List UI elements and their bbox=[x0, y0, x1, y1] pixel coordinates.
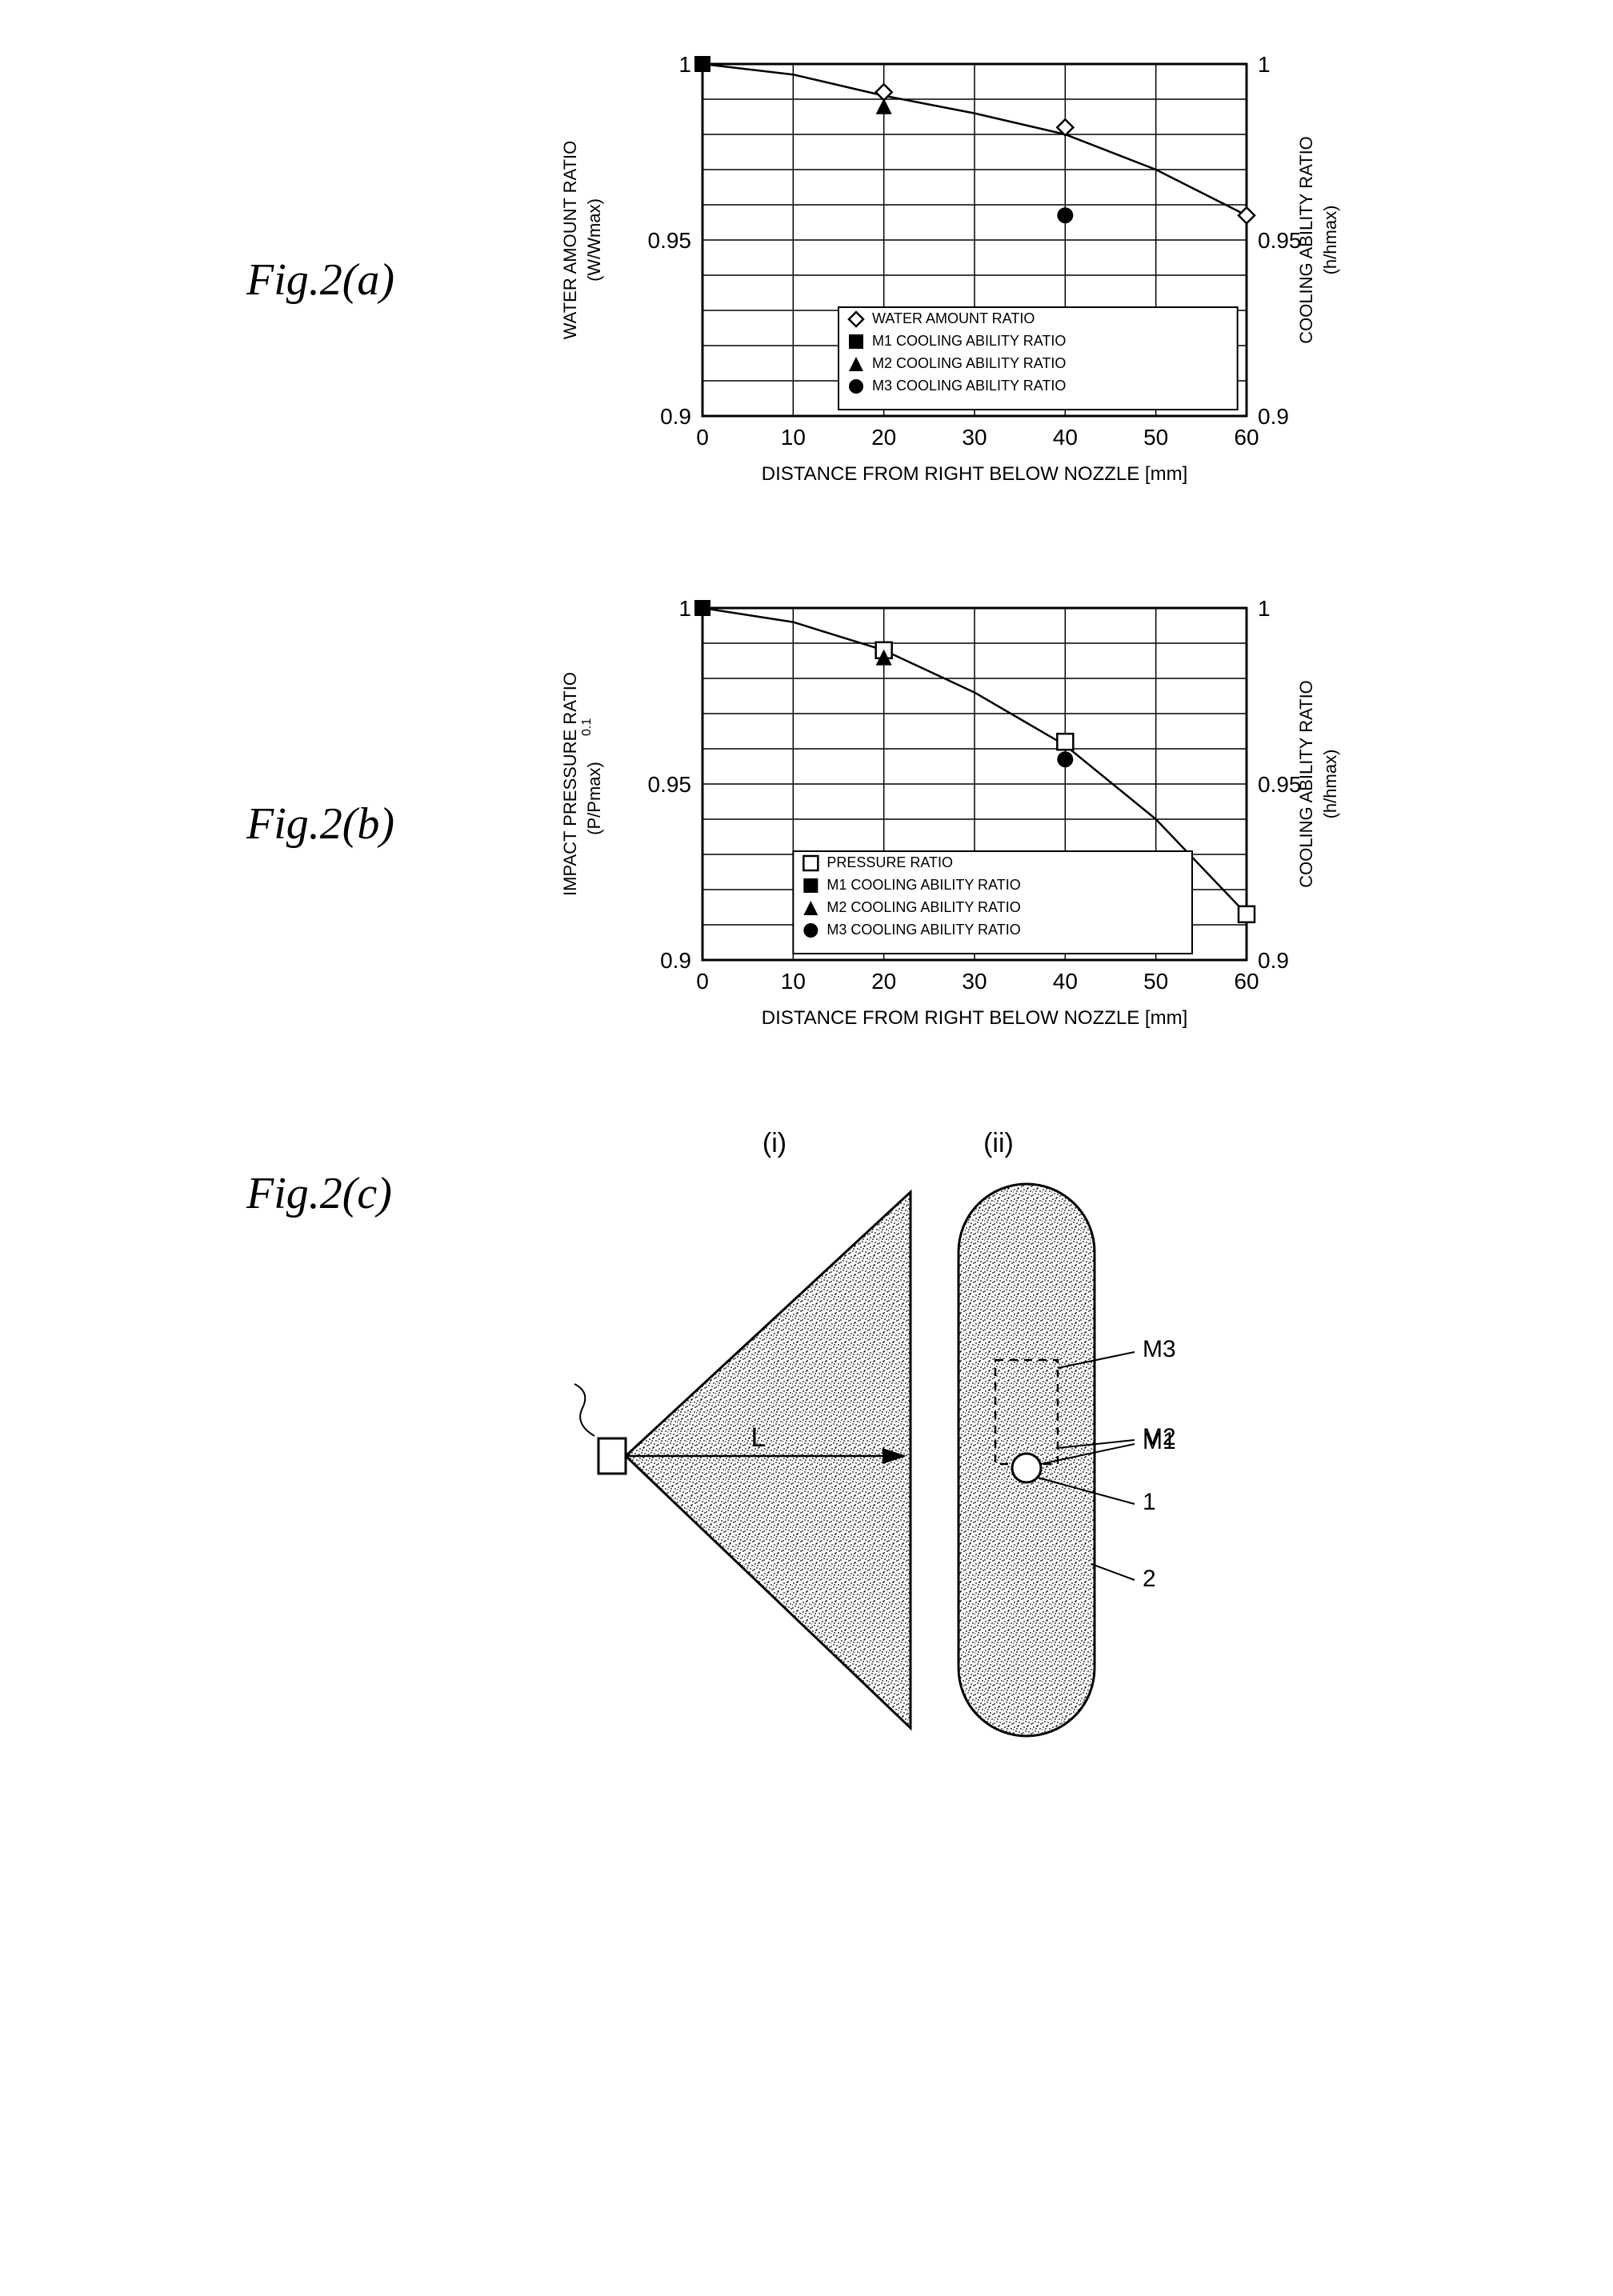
svg-text:0.95: 0.95 bbox=[1258, 228, 1302, 253]
figure-2a-row: Fig.2(a) 01020304050600.90.9510.90.951DI… bbox=[246, 32, 1367, 528]
svg-text:0.9: 0.9 bbox=[660, 948, 691, 973]
svg-text:(h/hmax): (h/hmax) bbox=[1320, 750, 1340, 819]
svg-text:40: 40 bbox=[1053, 425, 1078, 450]
svg-text:0.9: 0.9 bbox=[1258, 404, 1289, 429]
chart-b: 01020304050600.90.9510.90.951DISTANCE FR… bbox=[542, 576, 1343, 1072]
svg-text:0.1: 0.1 bbox=[580, 718, 594, 736]
svg-text:0: 0 bbox=[696, 425, 709, 450]
svg-text:30: 30 bbox=[962, 425, 987, 450]
svg-text:(h/hmax): (h/hmax) bbox=[1320, 206, 1340, 275]
svg-text:1: 1 bbox=[678, 596, 691, 621]
svg-text:(ii): (ii) bbox=[983, 1128, 1014, 1158]
figure-2b-row: Fig.2(b) 01020304050600.90.9510.90.951DI… bbox=[246, 576, 1367, 1072]
svg-text:WATER AMOUNT RATIO: WATER AMOUNT RATIO bbox=[560, 141, 580, 340]
diagram-c: (i)(ii)LM3M2M112 bbox=[542, 1120, 1263, 1776]
svg-text:L: L bbox=[751, 1422, 766, 1453]
svg-text:M3 COOLING ABILITY RATIO: M3 COOLING ABILITY RATIO bbox=[827, 922, 1020, 938]
svg-text:M3 COOLING ABILITY RATIO: M3 COOLING ABILITY RATIO bbox=[872, 378, 1066, 394]
fig-2a-label: Fig.2(a) bbox=[246, 254, 510, 306]
svg-text:60: 60 bbox=[1234, 969, 1259, 994]
svg-text:0.95: 0.95 bbox=[648, 772, 692, 797]
svg-text:(W/Wmax): (W/Wmax) bbox=[584, 198, 604, 282]
svg-text:M1 COOLING ABILITY RATIO: M1 COOLING ABILITY RATIO bbox=[872, 333, 1066, 349]
svg-text:M2 COOLING ABILITY RATIO: M2 COOLING ABILITY RATIO bbox=[872, 355, 1066, 371]
svg-text:30: 30 bbox=[962, 969, 987, 994]
svg-text:0.9: 0.9 bbox=[1258, 948, 1289, 973]
svg-text:IMPACT PRESSURE RATIO: IMPACT PRESSURE RATIO bbox=[560, 672, 580, 896]
svg-text:DISTANCE FROM RIGHT BELOW NOZZ: DISTANCE FROM RIGHT BELOW NOZZLE [mm] bbox=[762, 1007, 1187, 1029]
svg-text:0.95: 0.95 bbox=[648, 228, 692, 253]
svg-text:1: 1 bbox=[1143, 1489, 1156, 1515]
svg-text:0.95: 0.95 bbox=[1258, 772, 1302, 797]
svg-text:(P/Pmax): (P/Pmax) bbox=[584, 762, 604, 835]
svg-text:10: 10 bbox=[781, 969, 806, 994]
svg-text:(i): (i) bbox=[762, 1128, 786, 1158]
svg-text:0.9: 0.9 bbox=[660, 404, 691, 429]
svg-text:50: 50 bbox=[1143, 425, 1168, 450]
svg-text:M1 COOLING ABILITY RATIO: M1 COOLING ABILITY RATIO bbox=[827, 877, 1020, 893]
chart-a: 01020304050600.90.9510.90.951DISTANCE FR… bbox=[542, 32, 1343, 528]
svg-text:WATER AMOUNT RATIO: WATER AMOUNT RATIO bbox=[872, 310, 1035, 326]
svg-text:50: 50 bbox=[1143, 969, 1168, 994]
svg-text:COOLING ABILITY RATIO: COOLING ABILITY RATIO bbox=[1296, 680, 1316, 888]
svg-text:M3: M3 bbox=[1143, 1336, 1176, 1362]
svg-text:60: 60 bbox=[1234, 425, 1259, 450]
svg-text:DISTANCE FROM RIGHT BELOW NOZZ: DISTANCE FROM RIGHT BELOW NOZZLE [mm] bbox=[762, 463, 1187, 485]
svg-text:PRESSURE RATIO: PRESSURE RATIO bbox=[827, 854, 953, 870]
svg-text:10: 10 bbox=[781, 425, 806, 450]
fig-2b-label: Fig.2(b) bbox=[246, 798, 510, 850]
svg-text:M2 COOLING ABILITY RATIO: M2 COOLING ABILITY RATIO bbox=[827, 899, 1020, 915]
svg-text:COOLING ABILITY RATIO: COOLING ABILITY RATIO bbox=[1296, 136, 1316, 344]
svg-text:1: 1 bbox=[1258, 596, 1271, 621]
svg-text:20: 20 bbox=[871, 969, 896, 994]
svg-text:0: 0 bbox=[696, 969, 709, 994]
fig-2c-label: Fig.2(c) bbox=[246, 1168, 510, 1219]
svg-text:1: 1 bbox=[1258, 52, 1271, 77]
svg-text:2: 2 bbox=[1143, 1566, 1156, 1592]
svg-text:20: 20 bbox=[871, 425, 896, 450]
svg-text:M1: M1 bbox=[1143, 1428, 1176, 1454]
figure-2c-row: Fig.2(c) (i)(ii)LM3M2M112 bbox=[246, 1120, 1367, 1776]
svg-text:40: 40 bbox=[1053, 969, 1078, 994]
svg-text:1: 1 bbox=[678, 52, 691, 77]
